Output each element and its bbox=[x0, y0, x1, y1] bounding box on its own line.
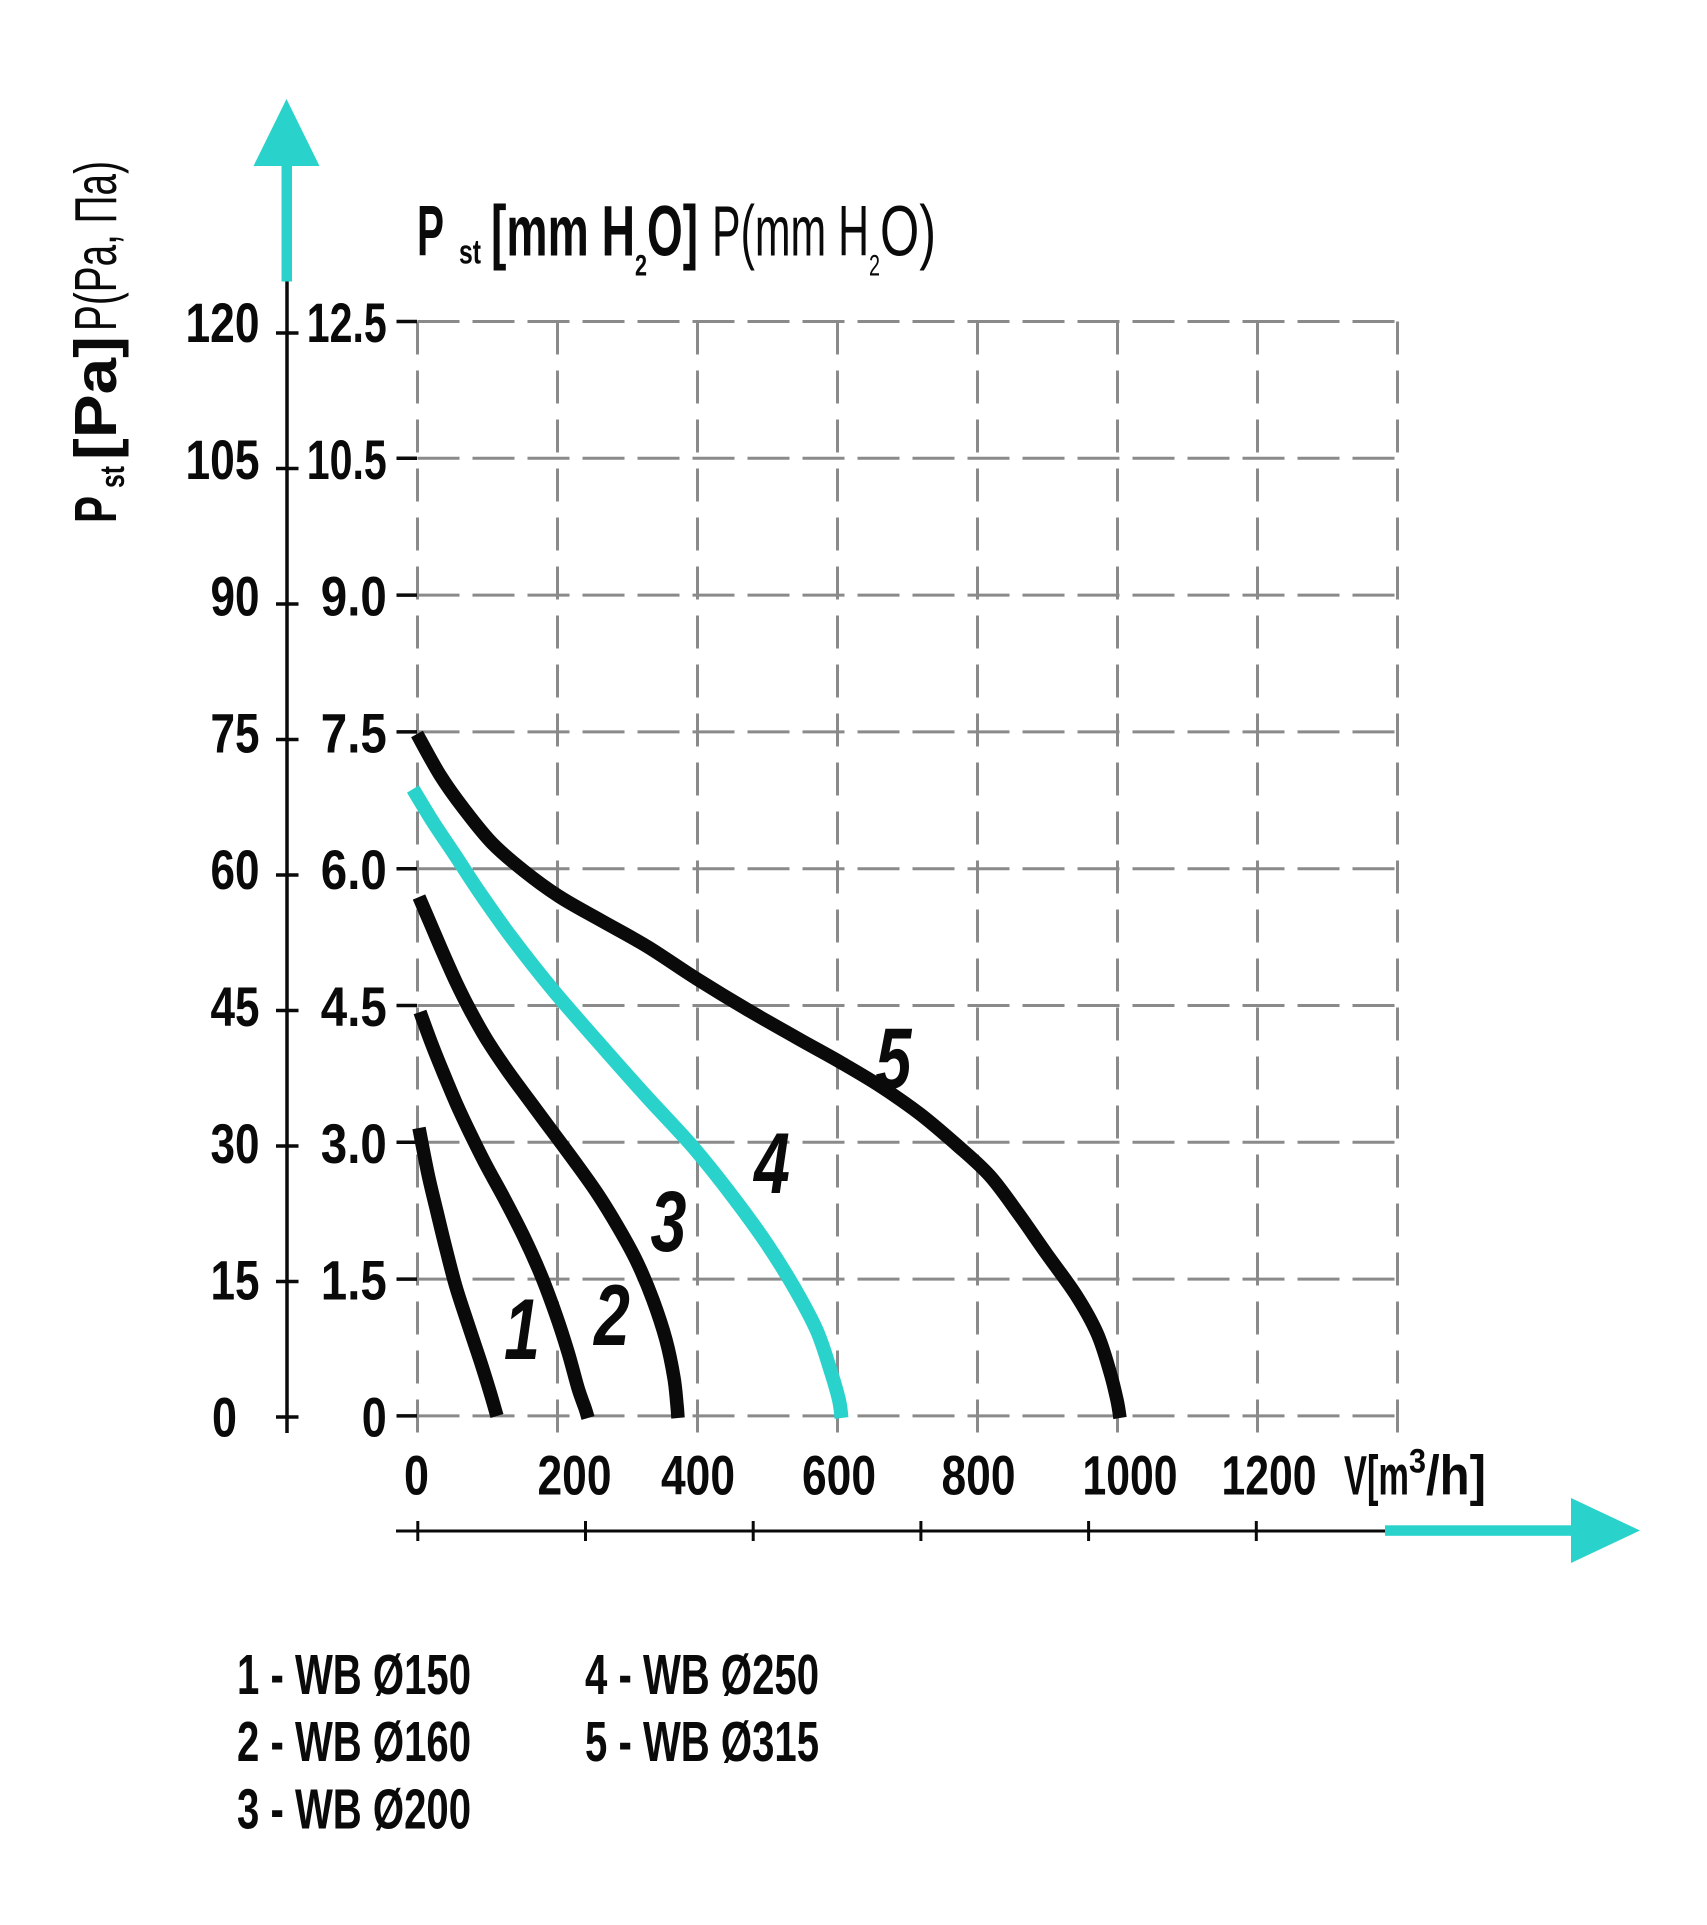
svg-text:Pst[Pa]P(Pa, Па): Pst[Pa]P(Pa, Па) bbox=[63, 161, 132, 523]
svg-text:3 - WB Ø200: 3 - WB Ø200 bbox=[237, 1778, 471, 1842]
svg-text:0: 0 bbox=[362, 1385, 387, 1448]
svg-text:1200: 1200 bbox=[1222, 1444, 1317, 1507]
svg-text:7.5: 7.5 bbox=[321, 701, 387, 764]
svg-text:3: 3 bbox=[651, 1174, 687, 1270]
svg-text:45: 45 bbox=[211, 975, 260, 1038]
svg-text:12.5: 12.5 bbox=[307, 291, 387, 354]
svg-text:9.0: 9.0 bbox=[321, 565, 387, 628]
svg-text:2 - WB Ø160: 2 - WB Ø160 bbox=[237, 1710, 471, 1774]
svg-text:3.0: 3.0 bbox=[321, 1112, 387, 1175]
svg-text:30: 30 bbox=[211, 1112, 260, 1175]
svg-text:10.5: 10.5 bbox=[307, 428, 387, 491]
svg-text:90: 90 bbox=[211, 565, 260, 628]
svg-text:0: 0 bbox=[404, 1444, 429, 1507]
svg-text:6.0: 6.0 bbox=[321, 838, 387, 901]
svg-text:400: 400 bbox=[661, 1444, 735, 1507]
svg-text:120: 120 bbox=[186, 291, 260, 354]
svg-text:5: 5 bbox=[876, 1011, 913, 1107]
svg-text:105: 105 bbox=[186, 428, 260, 491]
svg-text:75: 75 bbox=[211, 701, 260, 764]
svg-text:4: 4 bbox=[752, 1116, 790, 1212]
svg-text:0: 0 bbox=[212, 1385, 237, 1448]
svg-text:4 - WB Ø250: 4 - WB Ø250 bbox=[585, 1643, 819, 1707]
svg-text:200: 200 bbox=[538, 1444, 612, 1507]
svg-text:1000: 1000 bbox=[1083, 1444, 1178, 1507]
svg-text:60: 60 bbox=[211, 838, 260, 901]
svg-text:600: 600 bbox=[802, 1444, 876, 1507]
svg-text:Pst[mm H2O]P(mm H2O): Pst [mm H2O] P(mm H2O) bbox=[417, 193, 936, 283]
svg-text:800: 800 bbox=[942, 1444, 1016, 1507]
svg-text:2: 2 bbox=[592, 1268, 630, 1364]
svg-text:1.5: 1.5 bbox=[321, 1249, 387, 1312]
svg-text:V[m3/h]: V[m3/h] bbox=[1344, 1443, 1486, 1507]
svg-text:1 - WB Ø150: 1 - WB Ø150 bbox=[237, 1643, 471, 1707]
svg-text:5 - WB Ø315: 5 - WB Ø315 bbox=[585, 1710, 819, 1774]
svg-text:4.5: 4.5 bbox=[321, 975, 387, 1038]
svg-text:15: 15 bbox=[211, 1249, 260, 1312]
svg-text:1: 1 bbox=[504, 1282, 540, 1378]
